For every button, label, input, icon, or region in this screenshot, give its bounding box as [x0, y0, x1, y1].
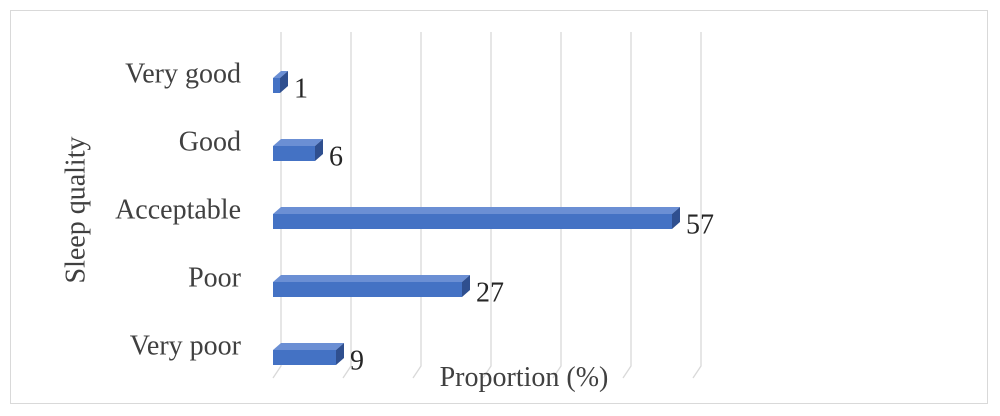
- bar-very-poor: [273, 343, 344, 365]
- gridline: [622, 32, 632, 379]
- bar-very-good: [273, 71, 288, 93]
- x-axis-title: Proportion (%): [440, 362, 609, 393]
- bars: [273, 71, 680, 365]
- value-label: 57: [686, 209, 714, 240]
- value-labels: 1 6 57 27 9: [294, 73, 714, 376]
- value-label: 6: [329, 141, 343, 172]
- gridline: [342, 32, 352, 379]
- gridline: [412, 32, 422, 379]
- bar-good: [273, 139, 323, 161]
- gridline: [692, 32, 702, 379]
- y-axis-title: Sleep quality: [60, 137, 91, 284]
- bar-acceptable: [273, 207, 680, 229]
- category-label: Very poor: [130, 330, 242, 361]
- category-label: Good: [179, 126, 241, 157]
- bar-poor: [273, 275, 470, 297]
- category-label: Acceptable: [115, 194, 241, 225]
- value-label: 1: [294, 73, 308, 104]
- category-label: Poor: [188, 262, 242, 293]
- gridline: [552, 32, 562, 379]
- value-label: 27: [476, 277, 504, 308]
- category-label: Very good: [125, 58, 241, 89]
- gridline: [482, 32, 492, 379]
- category-labels: Very good Good Acceptable Poor Very poor: [115, 58, 242, 361]
- value-label: 9: [350, 345, 364, 376]
- gridlines: [272, 32, 702, 379]
